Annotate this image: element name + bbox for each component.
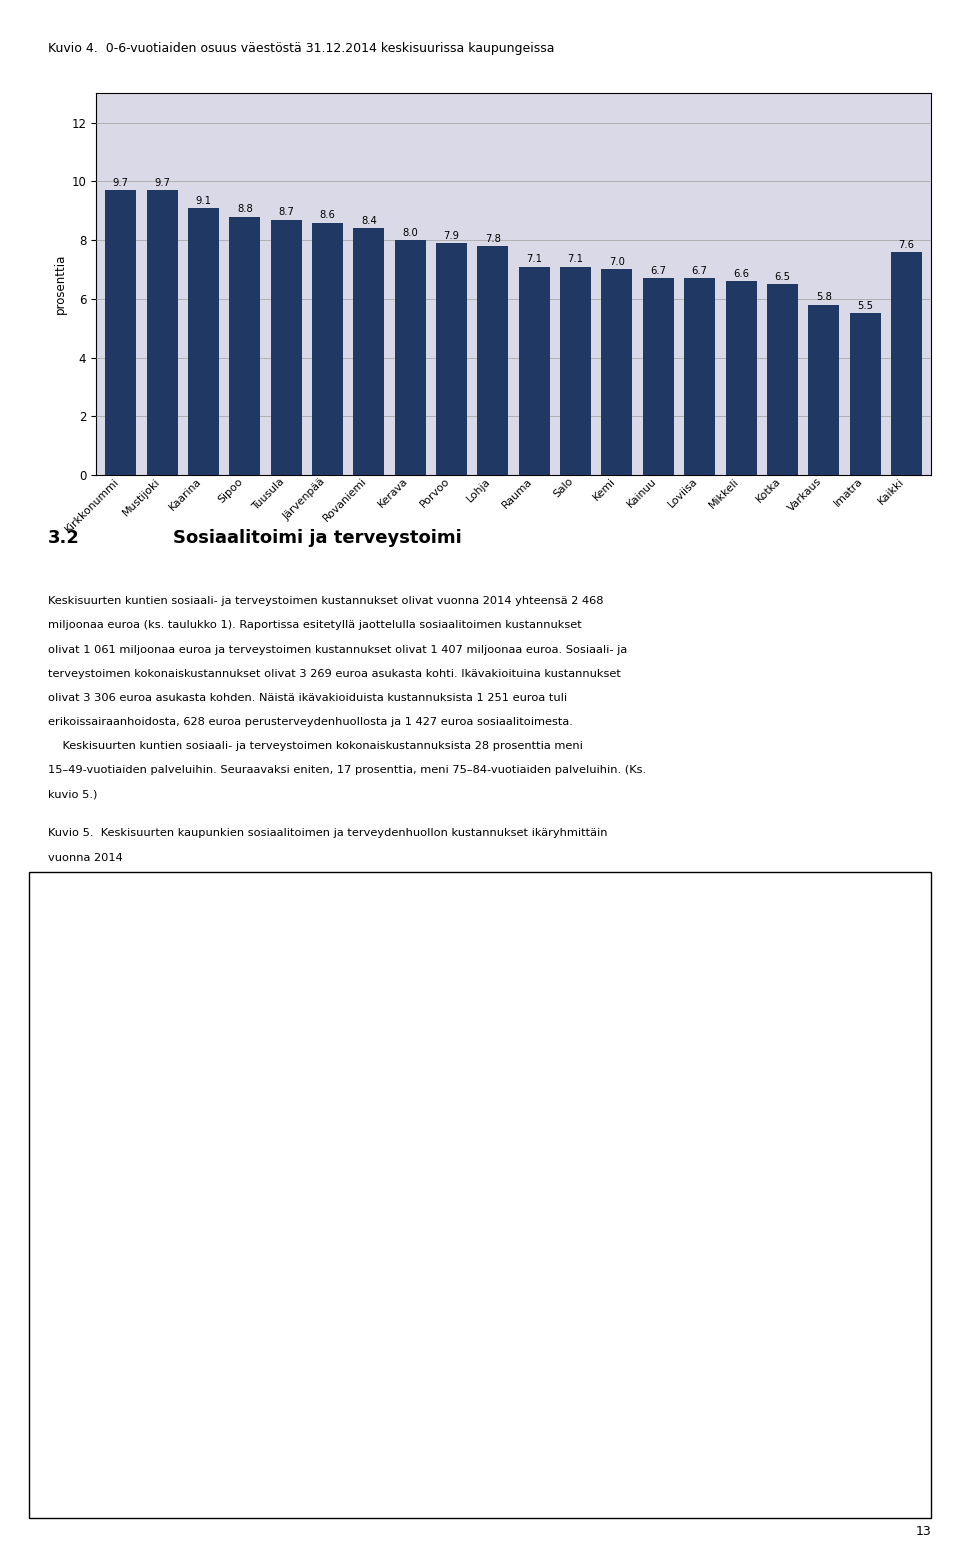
Text: 17 %: 17 % <box>154 1138 184 1151</box>
Text: 7.8: 7.8 <box>485 234 501 243</box>
Bar <box>602 269 633 475</box>
Y-axis label: prosenttia: prosenttia <box>54 254 67 315</box>
Text: 8.6: 8.6 <box>320 210 335 220</box>
Bar <box>808 305 839 475</box>
Text: erikoissairaanhoidosta, 628 euroa perusterveydenhuollosta ja 1 427 euroa sosiaal: erikoissairaanhoidosta, 628 euroa perust… <box>48 716 573 727</box>
Text: 8.7: 8.7 <box>278 207 294 218</box>
Text: 15 %: 15 % <box>241 1056 271 1068</box>
Text: 8.4: 8.4 <box>361 216 376 226</box>
Text: 50-64 v.: 50-64 v. <box>654 1158 705 1171</box>
FancyBboxPatch shape <box>564 1295 633 1347</box>
Text: Keskisuurten kuntien sosiaali- ja terveystoimen kustannukset olivat vuonna 2014 : Keskisuurten kuntien sosiaali- ja tervey… <box>48 596 604 606</box>
FancyBboxPatch shape <box>564 1218 633 1269</box>
Bar <box>147 190 178 475</box>
Text: 15-49 v.: 15-49 v. <box>654 1081 704 1093</box>
Bar <box>436 243 468 475</box>
FancyBboxPatch shape <box>564 906 633 958</box>
Bar <box>891 252 922 475</box>
Text: 75-84 v.: 75-84 v. <box>654 1314 705 1327</box>
Text: miljoonaa euroa (ks. taulukko 1). Raportissa esitetyllä jaottelulla sosiaalitoim: miljoonaa euroa (ks. taulukko 1). Raport… <box>48 620 582 631</box>
Text: 7.1: 7.1 <box>526 254 542 265</box>
Text: 3.2: 3.2 <box>48 529 80 548</box>
Text: 28 %: 28 % <box>395 1208 424 1222</box>
Text: 9.7: 9.7 <box>113 177 129 188</box>
Wedge shape <box>202 1183 367 1367</box>
Text: olivat 1 061 miljoonaa euroa ja terveystoimen kustannukset olivat 1 407 miljoona: olivat 1 061 miljoonaa euroa ja terveyst… <box>48 645 627 654</box>
Text: 5.8: 5.8 <box>816 293 831 302</box>
Text: 7.0: 7.0 <box>609 257 625 268</box>
Text: 6.6: 6.6 <box>733 269 749 279</box>
Text: 9.7: 9.7 <box>155 177 170 188</box>
Wedge shape <box>288 1023 439 1183</box>
FancyBboxPatch shape <box>564 1140 633 1191</box>
Text: kuvio 5.): kuvio 5.) <box>48 789 97 799</box>
Text: 14 %: 14 % <box>173 1252 203 1266</box>
Text: terveystoimen kokonaiskustannukset olivat 3 269 euroa asukasta kohti. Ikävakioit: terveystoimen kokonaiskustannukset oliva… <box>48 670 621 679</box>
Bar <box>271 220 301 475</box>
Text: olivat 3 306 euroa asukasta kohden. Näistä ikävakioiduista kustannuksista 1 251 : olivat 3 306 euroa asukasta kohden. Näis… <box>48 693 567 702</box>
Bar <box>767 285 798 475</box>
Bar <box>106 190 136 475</box>
Text: 8.8: 8.8 <box>237 204 252 215</box>
Text: 7.6: 7.6 <box>899 240 914 249</box>
Text: 7.1: 7.1 <box>567 254 584 265</box>
Text: 7-14 v.: 7-14 v. <box>654 1003 696 1015</box>
Text: 5.5: 5.5 <box>857 301 873 311</box>
FancyBboxPatch shape <box>564 1062 633 1113</box>
Wedge shape <box>166 1000 326 1183</box>
Text: 0-6 v.: 0-6 v. <box>654 925 688 937</box>
Text: 6.5: 6.5 <box>775 272 790 282</box>
Text: Keskisuurten kuntien sosiaali- ja terveystoimen kokonaiskustannuksista 28 prosen: Keskisuurten kuntien sosiaali- ja tervey… <box>48 741 583 750</box>
Bar <box>188 209 219 475</box>
Text: vuonna 2014: vuonna 2014 <box>48 853 123 863</box>
Wedge shape <box>104 1045 288 1222</box>
Text: 9.1: 9.1 <box>196 196 211 206</box>
Text: 13: 13 <box>916 1526 931 1538</box>
Text: 6.7: 6.7 <box>691 266 708 276</box>
Text: 8.0: 8.0 <box>402 227 419 238</box>
Wedge shape <box>288 1003 379 1183</box>
Text: Kuvio 5.  Keskisuurten kaupunkien sosiaalitoimen ja terveydenhuollon kustannukse: Kuvio 5. Keskisuurten kaupunkien sosiaal… <box>48 828 608 838</box>
Bar <box>850 313 880 475</box>
Text: 7 %: 7 % <box>361 1084 384 1098</box>
Bar <box>684 279 715 475</box>
Bar <box>726 282 756 475</box>
Text: 65-74 v.: 65-74 v. <box>654 1236 705 1249</box>
Bar <box>560 266 591 475</box>
Text: 6.7: 6.7 <box>650 266 666 276</box>
FancyBboxPatch shape <box>564 984 633 1035</box>
Bar <box>229 216 260 475</box>
Text: 7.9: 7.9 <box>444 230 460 241</box>
Bar <box>643 279 674 475</box>
Text: 15 %: 15 % <box>271 1302 300 1316</box>
Bar <box>353 229 384 475</box>
Text: 85+ v.: 85+ v. <box>654 1392 695 1404</box>
Text: Kuvio 4.  0-6-vuotiaiden osuus väestöstä 31.12.2014 keskisuurissa kaupungeissa: Kuvio 4. 0-6-vuotiaiden osuus väestöstä … <box>48 42 555 54</box>
Bar <box>477 246 509 475</box>
Text: Sosiaalitoimi ja terveystoimi: Sosiaalitoimi ja terveystoimi <box>173 529 462 548</box>
Wedge shape <box>108 1183 288 1345</box>
Text: 5 %: 5 % <box>322 1060 344 1073</box>
Bar <box>312 223 343 475</box>
Bar <box>518 266 550 475</box>
FancyBboxPatch shape <box>564 1373 633 1425</box>
Wedge shape <box>288 1077 472 1350</box>
Bar <box>395 240 425 475</box>
Text: 15–49-vuotiaiden palveluihin. Seuraavaksi eniten, 17 prosenttia, meni 75–84-vuot: 15–49-vuotiaiden palveluihin. Seuraavaks… <box>48 766 646 775</box>
